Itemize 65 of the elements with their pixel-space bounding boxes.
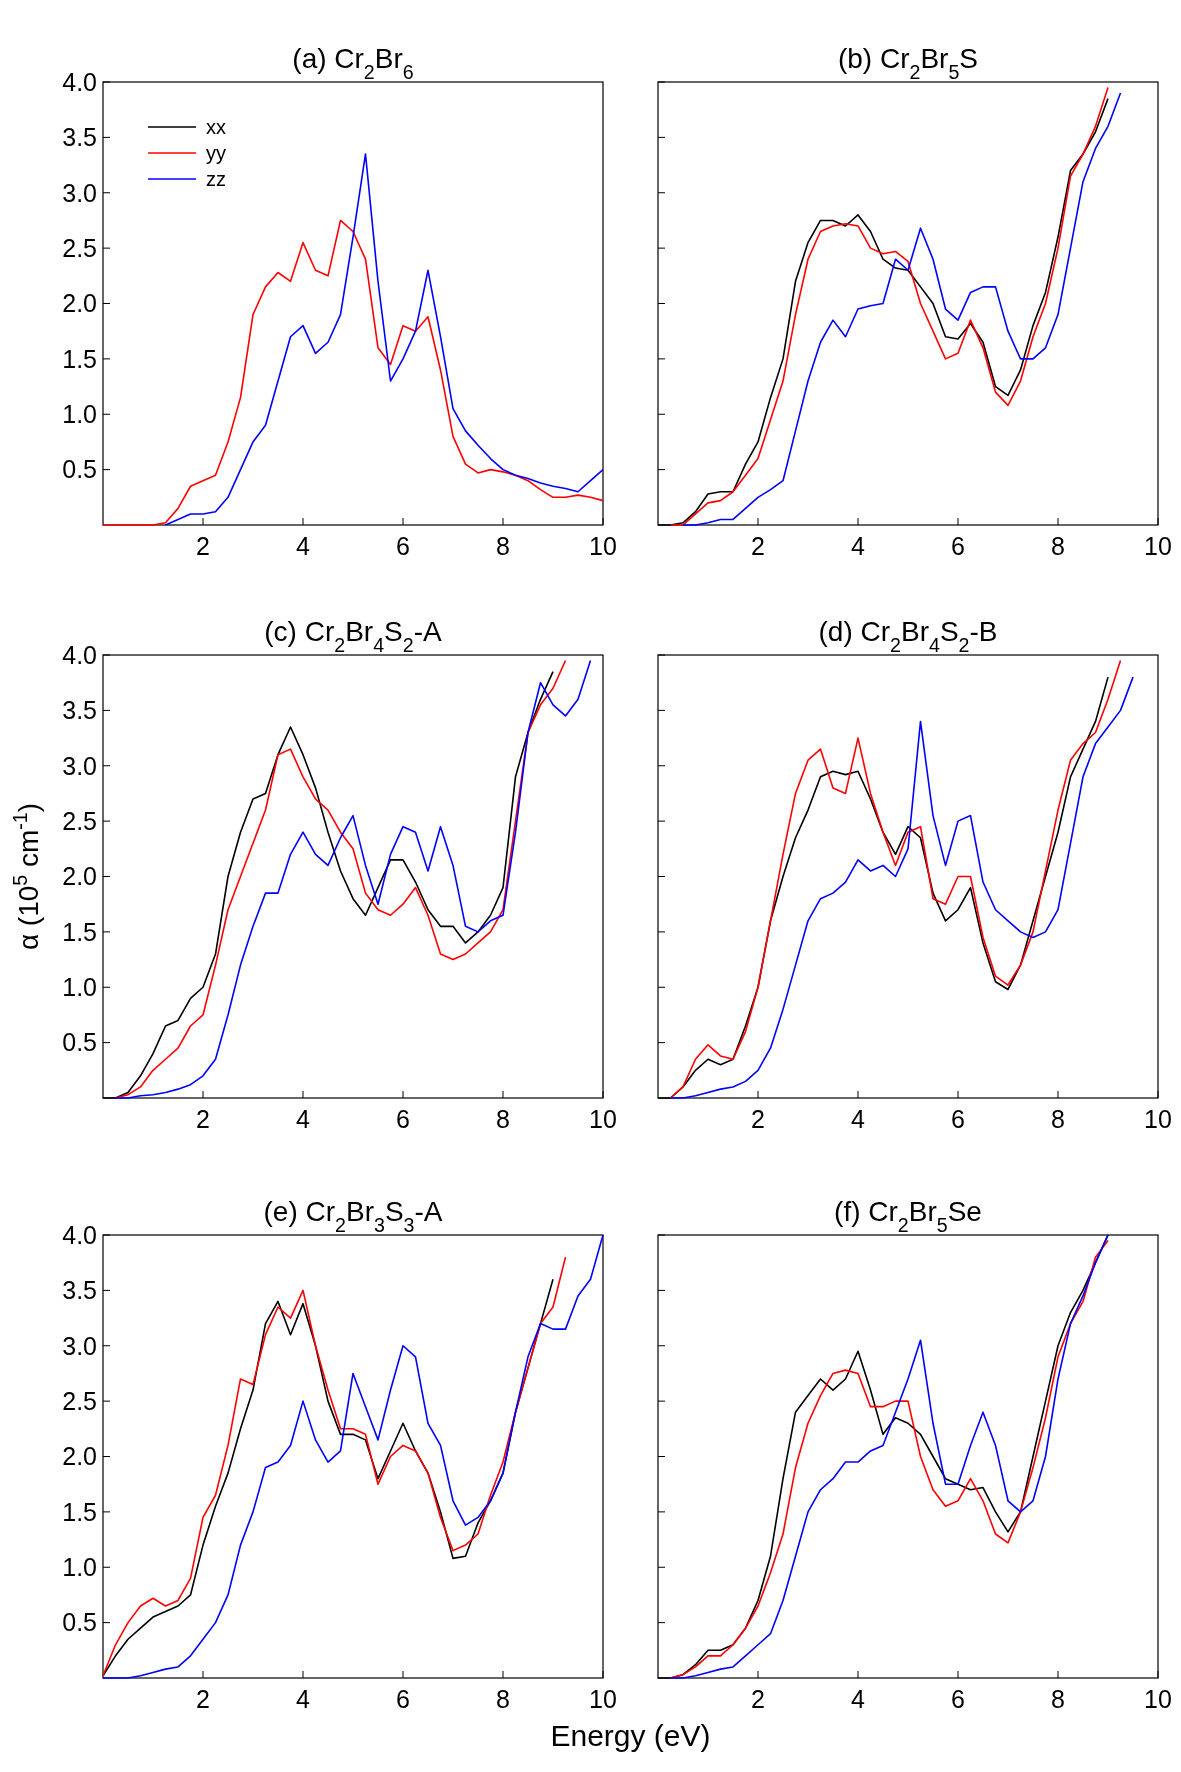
y-tick-label: 3.0 <box>62 1331 97 1360</box>
y-tick-label: 3.5 <box>62 696 97 725</box>
x-tick-label: 10 <box>589 532 617 560</box>
line-series <box>102 219 604 526</box>
y-tick-label: 3.0 <box>62 751 97 780</box>
y-tick-label: 0.5 <box>62 1608 97 1637</box>
x-tick-label: 2 <box>751 532 765 560</box>
x-tick-label: 8 <box>1051 1105 1065 1133</box>
x-tick-label: 10 <box>589 1685 617 1713</box>
legend-label: xx <box>206 116 226 138</box>
y-tick-label: 4.0 <box>62 1220 97 1249</box>
x-tick-label: 4 <box>296 532 311 560</box>
legend-label: yy <box>206 142 226 164</box>
x-tick-label: 8 <box>1051 1685 1065 1713</box>
legend-label: zz <box>206 168 226 190</box>
chart-title: (b) Cr$_{2}$Br$_{5}$S <box>837 43 979 83</box>
y-tick-label: 4.0 <box>62 640 97 669</box>
y-tick-label: 2.5 <box>62 1386 97 1415</box>
chart-title: (d) Cr$_{2}$Br$_{4}$S$_{2}$-B <box>818 616 998 656</box>
y-tick-label: 2.5 <box>62 233 97 262</box>
x-tick-label: 8 <box>496 1685 510 1713</box>
y-tick-label: 1.0 <box>62 1553 97 1581</box>
x-tick-label: 4 <box>851 532 866 560</box>
y-tick-label: 3.0 <box>62 178 97 207</box>
x-tick-label: 10 <box>1144 1685 1172 1713</box>
x-tick-label: 4 <box>851 1685 866 1713</box>
y-tick-label: 1.0 <box>62 400 97 428</box>
x-tick-label: 10 <box>1144 532 1172 560</box>
x-tick-label: 6 <box>951 1105 965 1133</box>
y-tick-label: 2.5 <box>62 806 97 835</box>
y-tick-label: 1.5 <box>62 344 97 373</box>
x-tick-label: 2 <box>751 1105 765 1133</box>
chart-title: (f) Cr$_{2}$Br$_{5}$Se <box>834 1196 982 1236</box>
y-tick-label: 2.0 <box>62 289 97 318</box>
x-tick-label: 4 <box>296 1685 311 1713</box>
x-tick-label: 10 <box>1144 1105 1172 1133</box>
x-tick-label: 8 <box>496 1105 510 1133</box>
y-tick-label: 3.5 <box>62 1276 97 1305</box>
x-tick-label: 10 <box>589 1105 617 1133</box>
y-tick-label: 1.0 <box>62 973 97 1001</box>
y-tick-label: 2.0 <box>62 1442 97 1471</box>
x-tick-label: 4 <box>851 1105 866 1133</box>
x-tick-label: 2 <box>196 1685 210 1713</box>
y-tick-label: 3.5 <box>62 123 97 152</box>
x-tick-label: 6 <box>396 1685 410 1713</box>
y-tick-label: 0.5 <box>62 1028 97 1057</box>
y-tick-label: 1.5 <box>62 917 97 946</box>
y-tick-label: 1.5 <box>62 1497 97 1526</box>
chart-title: (a) Cr$_{2}$Br$_{6}$ <box>292 43 414 83</box>
x-tick-label: 6 <box>951 532 965 560</box>
chart-title: (c) Cr$_{2}$Br$_{4}$S$_{2}$-A <box>264 616 443 656</box>
x-tick-label: 4 <box>296 1105 311 1133</box>
x-tick-label: 2 <box>196 1105 210 1133</box>
x-tick-label: 6 <box>951 1685 965 1713</box>
x-tick-label: 6 <box>396 1105 410 1133</box>
x-tick-label: 2 <box>196 532 210 560</box>
y-tick-label: 2.0 <box>62 862 97 891</box>
x-tick-label: 2 <box>751 1685 765 1713</box>
x-tick-label: 6 <box>396 532 410 560</box>
y-tick-label: 4.0 <box>62 67 97 96</box>
x-axis-title: Energy (eV) <box>550 1719 711 1752</box>
chart-title: (e) Cr$_{2}$Br$_{3}$S$_{3}$-A <box>263 1196 443 1236</box>
x-tick-label: 8 <box>1051 532 1065 560</box>
y-tick-label: 0.5 <box>62 455 97 484</box>
x-tick-label: 8 <box>496 532 510 560</box>
